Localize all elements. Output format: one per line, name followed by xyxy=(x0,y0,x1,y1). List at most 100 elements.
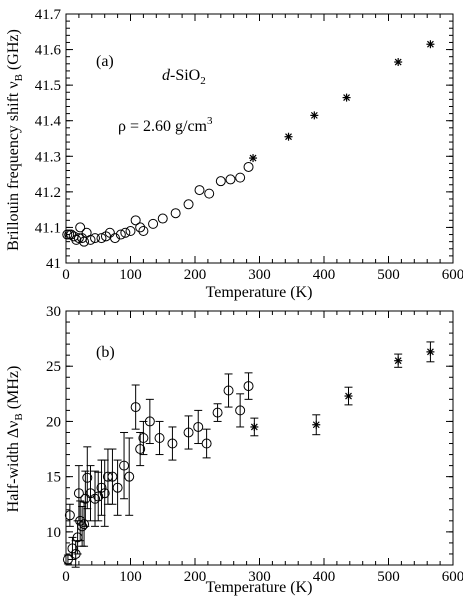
error-bar xyxy=(236,393,245,428)
data-point-asterisk xyxy=(394,356,403,365)
error-bar xyxy=(91,470,100,527)
x-tick-label: 0 xyxy=(62,267,70,283)
data-point-circle xyxy=(138,433,149,443)
error-bar xyxy=(80,501,89,547)
y-tick-label: 41.7 xyxy=(35,7,62,23)
x-tick-label: 300 xyxy=(248,267,271,283)
data-point-circle xyxy=(235,405,246,416)
error-bar xyxy=(213,403,222,422)
y-tick-label: 41.2 xyxy=(35,185,61,201)
x-tick-label: 100 xyxy=(119,267,142,283)
asterisk-stroke xyxy=(249,154,257,162)
data-point-asterisk xyxy=(250,422,259,431)
y-tick-label: 41.3 xyxy=(35,149,61,165)
error-bar xyxy=(100,459,109,527)
error-bar xyxy=(108,448,117,505)
data-point-circle xyxy=(104,227,115,238)
data-point-asterisk xyxy=(310,111,319,120)
points-a xyxy=(62,40,435,247)
error-bar xyxy=(86,465,95,522)
error-bar xyxy=(244,372,253,400)
x-tick-label: 200 xyxy=(184,569,207,585)
error-bar xyxy=(202,428,211,459)
data-point-circle xyxy=(135,444,146,455)
error-bar xyxy=(224,373,233,408)
data-point-asterisk xyxy=(344,392,353,401)
asterisk-stroke xyxy=(427,348,434,356)
data-point-circle xyxy=(130,402,141,413)
y-tick-label: 41.5 xyxy=(35,78,61,94)
y-tick-label: 41 xyxy=(46,256,61,272)
data-point-circle xyxy=(193,421,204,432)
data-point-circle xyxy=(138,225,149,236)
data-point-circle xyxy=(93,491,104,502)
error-bar xyxy=(81,470,90,527)
y-tick-label: 20 xyxy=(46,414,61,430)
data-point-asterisk xyxy=(312,420,321,429)
data-point-circle xyxy=(82,472,93,483)
error-bar xyxy=(94,471,103,522)
data-point-circle xyxy=(64,510,75,521)
data-point-circle xyxy=(99,488,110,499)
panel-b: 0 100 200 300 400 500 600 10 15 20 25 30 (b) Temper… xyxy=(5,304,463,596)
data-point-circle xyxy=(79,519,90,530)
data-point-circle xyxy=(120,227,131,238)
data-point-circle xyxy=(96,482,107,493)
data-point-asterisk xyxy=(284,132,293,141)
ticks-b: 0 100 200 300 400 500 600 10 15 20 25 30 xyxy=(46,304,463,585)
data-point-circle xyxy=(112,482,123,493)
asterisk-stroke xyxy=(345,392,352,400)
data-point-circle xyxy=(225,174,236,185)
asterisk-stroke xyxy=(427,40,434,48)
error-bar xyxy=(184,415,193,450)
y-tick-label: 25 xyxy=(46,359,61,375)
error-bar xyxy=(139,420,148,456)
x-tick-label: 600 xyxy=(442,267,463,283)
data-point-asterisk xyxy=(394,58,403,67)
data-point-circle xyxy=(80,493,91,504)
asterisk-stroke xyxy=(394,357,402,365)
data-point-asterisk xyxy=(342,93,351,102)
x-axis-label-b: Temperature (K) xyxy=(206,579,313,596)
error-bar xyxy=(120,431,129,500)
data-point-circle xyxy=(135,222,146,233)
error-bar xyxy=(168,426,177,461)
data-point-circle xyxy=(201,438,212,449)
error-bar xyxy=(65,503,74,527)
data-point-asterisk xyxy=(426,347,435,356)
x-tick-label: 100 xyxy=(119,569,142,585)
panel-label-b: (b) xyxy=(96,344,115,361)
data-point-circle xyxy=(223,385,234,396)
data-point-circle xyxy=(144,416,155,427)
data-point-asterisk xyxy=(249,154,258,163)
y-tick-label: 30 xyxy=(46,304,61,320)
data-point-circle xyxy=(79,236,90,247)
data-point-circle xyxy=(154,433,165,443)
y-tick-label: 41.4 xyxy=(35,114,62,130)
asterisk-stroke xyxy=(250,423,258,431)
data-point-circle xyxy=(204,188,215,199)
x-tick-label: 400 xyxy=(313,267,336,283)
data-point-circle xyxy=(125,225,136,236)
asterisk-stroke xyxy=(310,111,318,119)
x-axis-label-a: Temperature (K) xyxy=(206,284,313,301)
error-bar xyxy=(113,459,122,516)
error-bar xyxy=(74,465,83,522)
data-point-circle xyxy=(212,407,223,418)
plot-frame-a xyxy=(65,13,454,264)
panel-a: 0 100 200 300 400 500 600 41 41.1 41.2 41.3 41.4 41.… xyxy=(5,7,463,301)
data-point-circle xyxy=(157,213,168,224)
panel-label-a: (a) xyxy=(96,53,114,70)
error-bar xyxy=(125,437,134,516)
error-bar xyxy=(136,431,145,467)
error-bar xyxy=(131,384,140,430)
asterisk-stroke xyxy=(285,133,292,141)
data-point-asterisk xyxy=(426,40,435,49)
data-point-circle xyxy=(85,234,96,245)
asterisk-stroke xyxy=(394,58,402,66)
data-point-circle xyxy=(90,493,101,504)
data-point-circle xyxy=(71,234,82,245)
data-point-circle xyxy=(194,185,205,196)
data-point-circle xyxy=(115,229,126,240)
